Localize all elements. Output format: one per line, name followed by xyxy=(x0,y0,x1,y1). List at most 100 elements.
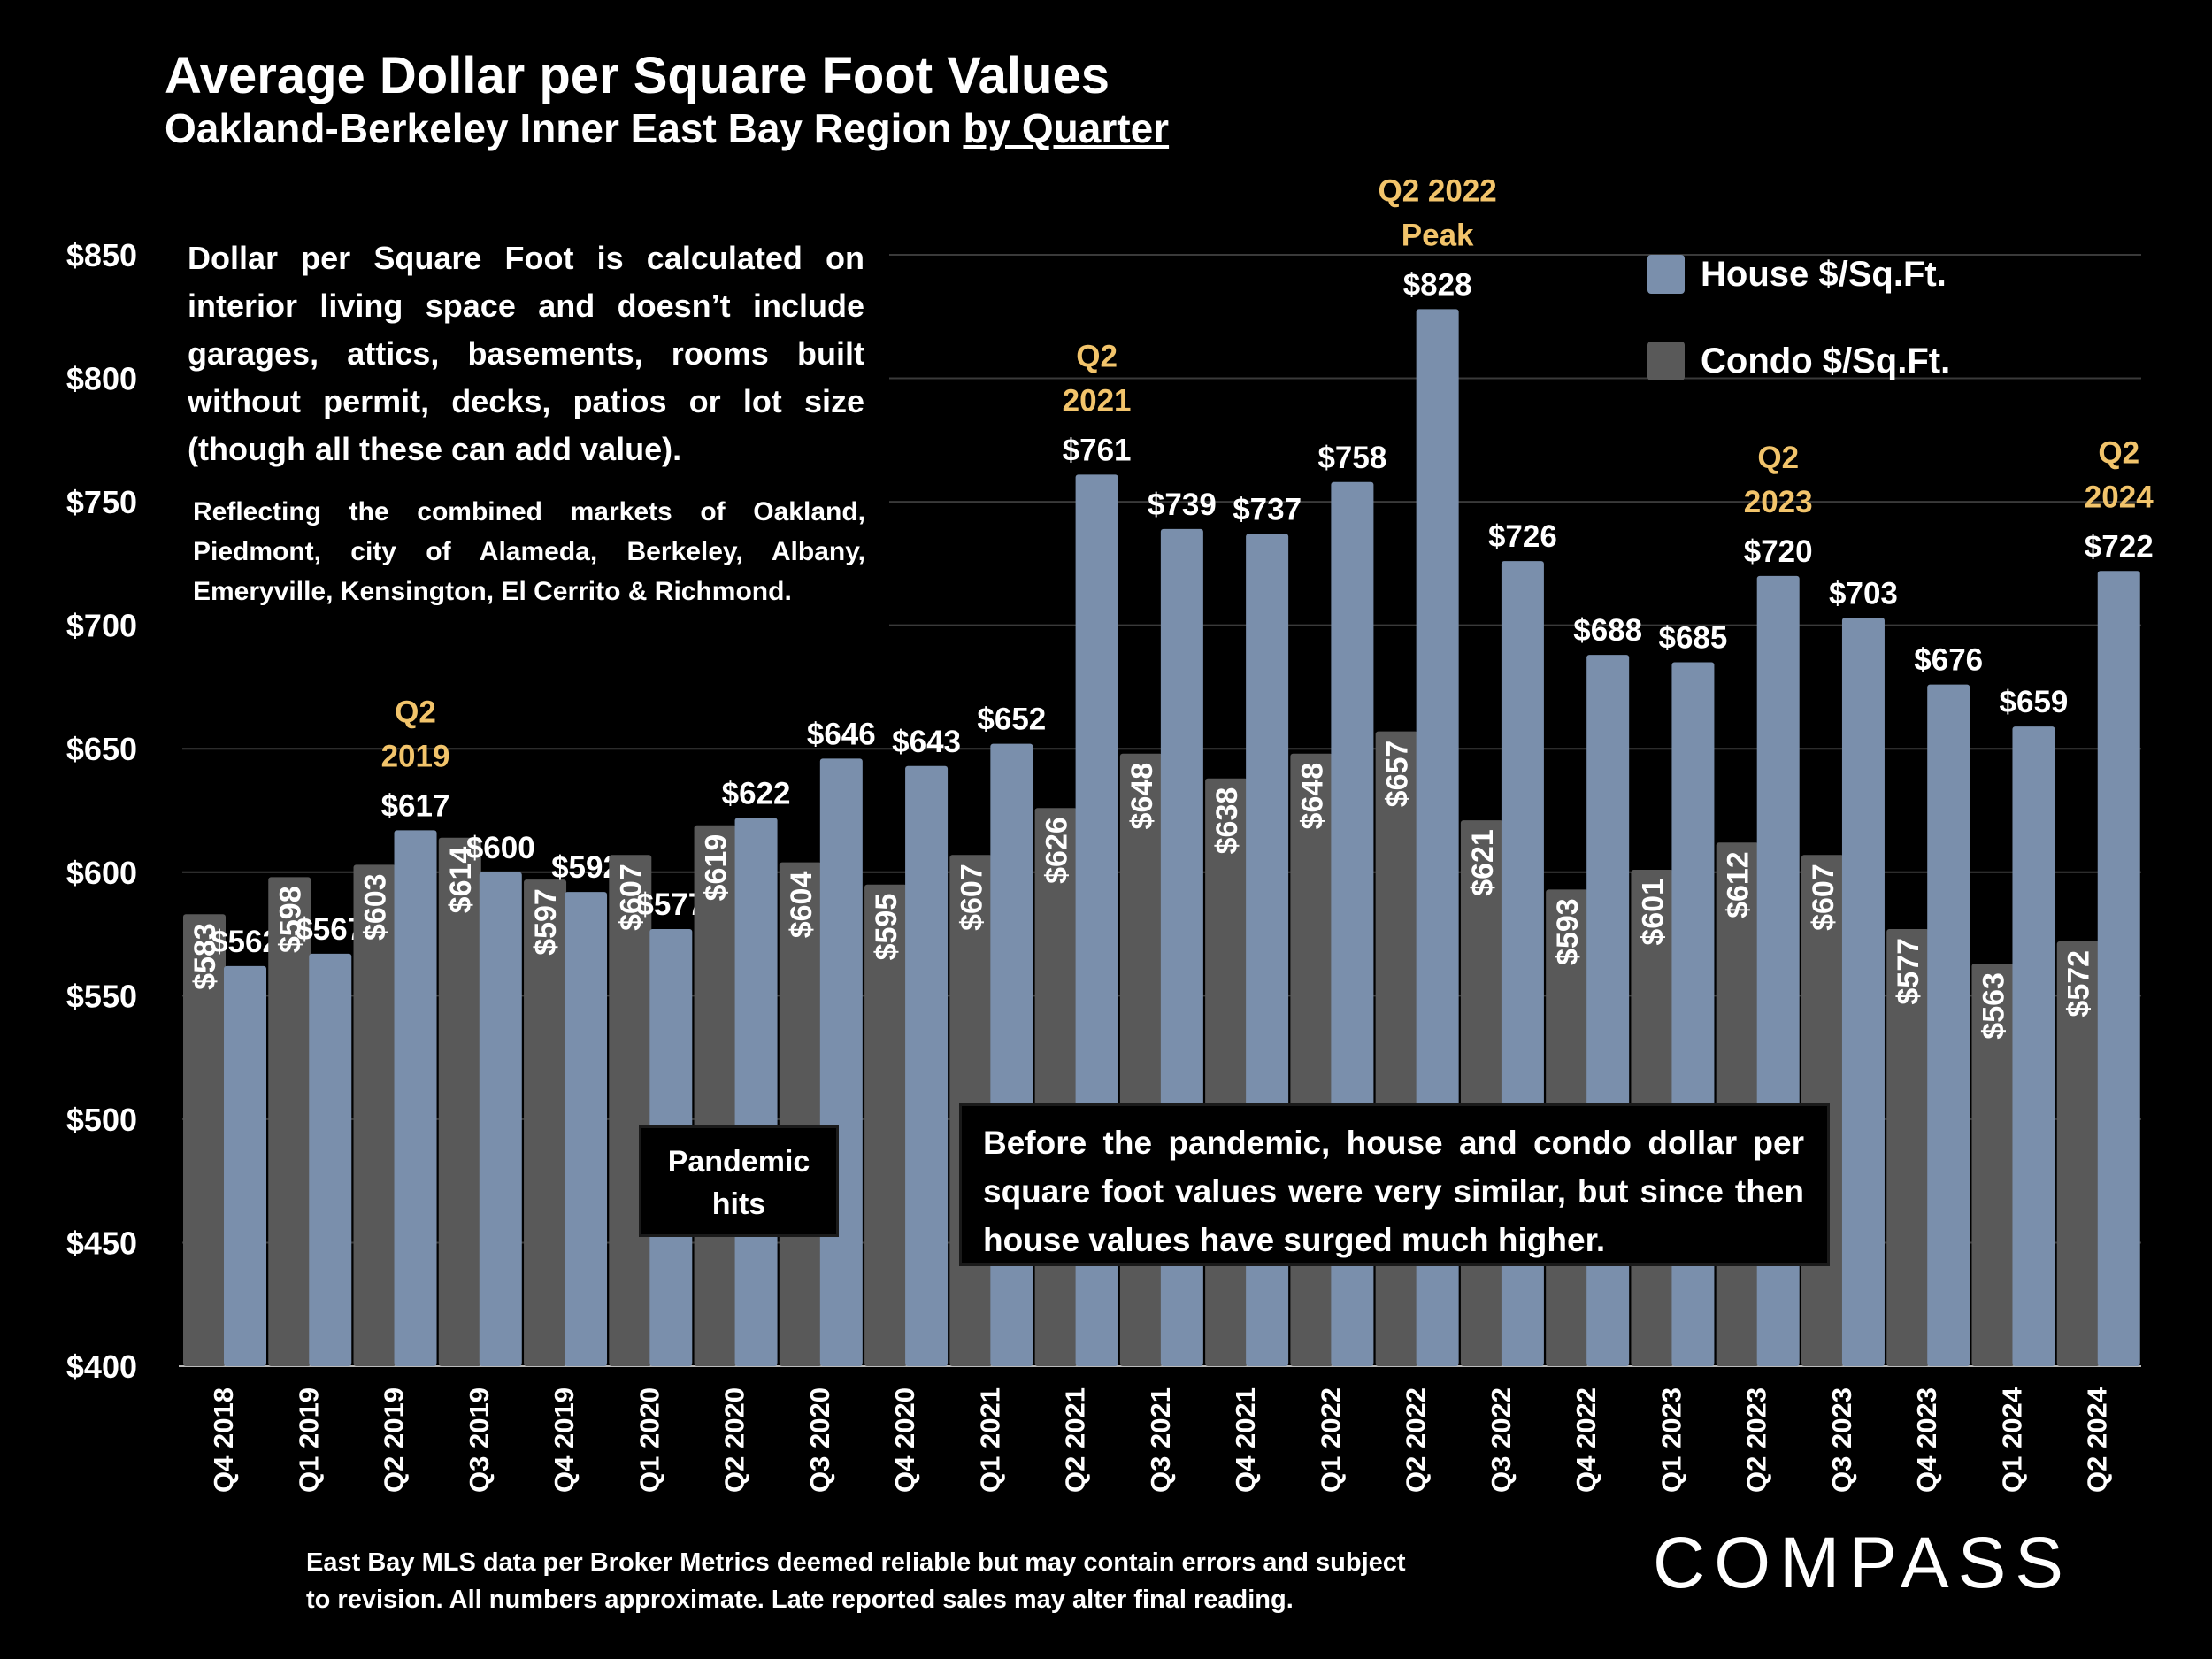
x-tick-label: Q2 2020 xyxy=(719,1387,750,1493)
condo-value-label: $612 xyxy=(1722,851,1755,918)
house-bar xyxy=(479,872,522,1366)
x-tick-label: Q1 2024 xyxy=(1996,1386,2027,1493)
condo-value-label: $598 xyxy=(273,886,307,953)
house-value-label: $703 xyxy=(1829,576,1898,611)
condo-bar xyxy=(1290,753,1333,1366)
y-tick-label: $550 xyxy=(66,978,137,1014)
house-value-label: $652 xyxy=(977,703,1046,737)
house-value-label: $622 xyxy=(722,776,791,810)
region-note: Reflecting the combined markets of Oakla… xyxy=(193,497,865,606)
condo-value-label: $619 xyxy=(700,834,733,902)
house-value-label: $828 xyxy=(1403,267,1472,302)
condo-value-label: $621 xyxy=(1466,829,1500,896)
annotation-label: Q2 xyxy=(1076,339,1118,373)
house-bar xyxy=(905,765,949,1366)
condo-bar xyxy=(694,825,737,1366)
condo-bar xyxy=(1205,778,1248,1366)
x-tick-label: Q4 2023 xyxy=(1911,1387,1942,1493)
annotation-label: Q2 xyxy=(395,695,436,729)
condo-value-label: $603 xyxy=(359,873,393,941)
explanation-text: Dollar per Square Foot is calculated on … xyxy=(188,240,864,467)
condo-bar xyxy=(1375,731,1418,1366)
y-tick-label: $500 xyxy=(66,1102,137,1138)
condo-value-label: $626 xyxy=(1041,817,1074,884)
x-tick-label: Q4 2018 xyxy=(208,1387,239,1493)
page-subtitle: Oakland-Berkeley Inner East Bay Region b… xyxy=(165,104,1169,152)
condo-value-label: $607 xyxy=(955,864,988,931)
house-bar xyxy=(224,965,266,1366)
x-tick-label: Q4 2019 xyxy=(549,1387,580,1493)
house-bar xyxy=(2012,726,2055,1366)
annotation-label: Q2 xyxy=(2098,435,2139,470)
y-tick-label: $600 xyxy=(66,855,137,891)
condo-value-label: $563 xyxy=(1977,972,2010,1040)
house-value-label: $567 xyxy=(296,912,365,947)
condo-bar xyxy=(524,879,567,1366)
legend-swatch-house xyxy=(1647,255,1685,294)
condo-bar xyxy=(438,837,481,1366)
condo-value-label: $597 xyxy=(529,888,563,956)
condo-value-label: $583 xyxy=(188,923,222,990)
annotations: Q2 2019 Q2 2021 Q2 2022 Peak Q2 2023 Q2 2024 xyxy=(381,173,2154,773)
x-tick-label: Q2 2019 xyxy=(379,1387,410,1493)
legend-item-house: House $/Sq.Ft. xyxy=(1647,252,1947,296)
compass-logo: COMPASS xyxy=(1653,1523,2072,1603)
house-value-label: $643 xyxy=(892,725,961,759)
x-tick-label: Q1 2019 xyxy=(293,1387,324,1493)
annotation-label: Q2 2022 xyxy=(1379,173,1497,208)
house-value-label: $646 xyxy=(807,717,876,751)
condo-value-label: $601 xyxy=(1636,879,1670,946)
house-bar xyxy=(394,830,437,1366)
y-tick-label: $850 xyxy=(66,237,137,273)
house-value-label: $577 xyxy=(636,887,705,922)
x-tick-label: Q2 2022 xyxy=(1401,1387,1432,1493)
annotation-label: 2023 xyxy=(1744,485,1813,519)
house-bar xyxy=(819,758,863,1366)
condo-value-label: $648 xyxy=(1125,763,1159,830)
x-tick-label: Q1 2022 xyxy=(1315,1387,1346,1493)
condo-value-label: $607 xyxy=(1807,864,1840,931)
condo-bar xyxy=(779,862,822,1366)
pandemic-callout: Pandemic hits xyxy=(639,1125,839,1237)
legend-swatch-condo xyxy=(1647,342,1685,380)
y-axis: $400 $450 $500 $550 $600 $650 $700 $750 $800 $850 xyxy=(66,237,2141,1385)
footer-line-1: East Bay MLS data per Broker Metrics dee… xyxy=(306,1548,1406,1577)
comparison-callout: Before the pandemic, house and condo dol… xyxy=(959,1103,1830,1266)
annotation-label: 2024 xyxy=(2085,480,2154,514)
x-tick-label: Q4 2022 xyxy=(1571,1387,1601,1493)
house-value-label: $761 xyxy=(1063,433,1132,467)
legend-label-house: House $/Sq.Ft. xyxy=(1701,254,1947,294)
house-value-label: $720 xyxy=(1744,534,1813,569)
x-tick-label: Q3 2021 xyxy=(1145,1387,1176,1493)
condo-bar xyxy=(1034,808,1078,1366)
footer-disclaimer: East Bay MLS data per Broker Metrics dee… xyxy=(306,1544,1406,1618)
house-value-label: $676 xyxy=(1914,643,1983,678)
x-tick-label: Q3 2023 xyxy=(1826,1387,1857,1493)
x-tick-label: Q2 2021 xyxy=(1060,1387,1091,1493)
x-tick-label: Q4 2020 xyxy=(889,1387,920,1493)
y-tick-label: $450 xyxy=(66,1225,137,1261)
house-value-label: $617 xyxy=(381,788,450,823)
condo-value-label: $593 xyxy=(1551,898,1585,965)
y-tick-label: $400 xyxy=(66,1348,137,1385)
page-title: Average Dollar per Square Foot Values xyxy=(165,47,1110,104)
x-axis: Q4 2018 Q1 2019 Q2 2019 Q3 2019 Q4 2019 Q1 20… xyxy=(208,1386,2113,1493)
condo-value-label: $577 xyxy=(1892,938,1925,1005)
annotation-label: 2021 xyxy=(1063,383,1132,418)
house-value-label: $659 xyxy=(2000,685,2069,719)
condo-bar xyxy=(353,864,396,1366)
condo-bar xyxy=(1119,753,1163,1366)
condo-bar xyxy=(1971,964,2015,1366)
house-value-label: $726 xyxy=(1488,519,1557,554)
y-tick-label: $800 xyxy=(66,361,137,397)
house-value-label: $592 xyxy=(551,850,620,885)
house-bar xyxy=(565,892,608,1366)
house-value-label: $722 xyxy=(2085,529,2154,564)
condo-bar xyxy=(268,877,311,1366)
house-value-label: $758 xyxy=(1317,441,1386,475)
condo-value-label: $572 xyxy=(2062,950,2096,1018)
condo-value-label: $607 xyxy=(614,864,648,931)
y-tick-label: $700 xyxy=(66,608,137,644)
y-tick-label: $650 xyxy=(66,731,137,767)
house-bar xyxy=(309,953,352,1366)
